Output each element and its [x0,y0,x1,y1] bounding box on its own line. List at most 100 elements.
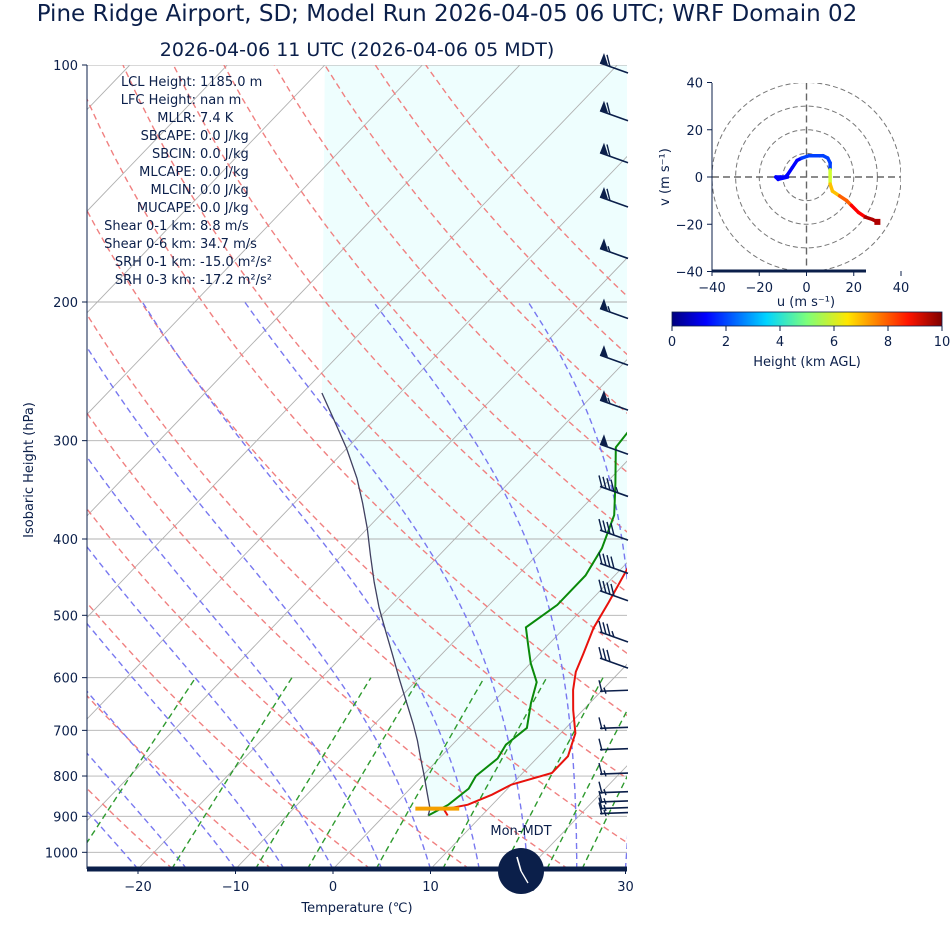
figure-title: Pine Ridge Airport, SD; Model Run 2026-0… [37,1,858,27]
wind-barb [598,620,629,643]
temperature-profile [442,567,627,817]
colorbar-tick-label: 6 [830,335,838,350]
index-label: MLCAPE: [139,165,196,180]
clock-minute-hand [520,870,529,884]
mixing-ratio-line [502,677,604,869]
isotherm-line [87,65,423,415]
isotherm-line [87,257,627,822]
skewt-y-tick-label: 100 [53,59,78,74]
wind-barb-flag [610,479,615,492]
wind-barb-half-flag [607,246,611,253]
skewt-y-tick-label: 200 [53,296,78,311]
wind-barb [598,518,629,541]
isotherm-line [87,65,131,111]
wind-barb-flag [606,188,611,202]
mixing-ratio-line [441,677,548,869]
wind-barb [598,738,629,751]
wind-barb-staff [599,747,629,751]
mixing-ratio-line [171,677,293,869]
wind-barb-flag [598,717,603,730]
wind-barb-flag [598,475,603,488]
wind-barb-flag [606,521,611,535]
index-value: 1185.0 m [200,75,262,90]
mixing-ratio-line [306,677,421,869]
index-value: 0.0 J/kg [200,165,249,180]
wind-barb-staff [599,151,629,164]
wind-barb [598,552,629,575]
hodograph-y-tick-label: 0 [695,171,703,186]
index-value: 0.0 J/kg [200,147,249,162]
index-label: SBCIN: [152,147,196,162]
wind-barb-pennant [600,298,608,311]
wind-barb-staff [599,62,629,74]
index-value: 7.4 K [200,111,234,126]
wind-barb-staff [599,247,629,260]
index-value: 0.0 J/kg [200,183,249,198]
clock-label: Mon-MDT [490,824,551,839]
hodograph-xlabel: u (m s⁻¹) [777,295,835,310]
index-label: Shear 0-6 km: [104,237,196,252]
index-label: SRH 0-1 km: [115,255,196,270]
wind-barb-half-flag [603,788,607,796]
moist-adiabat [87,752,188,869]
wind-barb [598,797,629,812]
index-label: MUCAPE: [137,201,196,216]
colorbar-tick-label: 10 [934,335,950,350]
index-label: SBCAPE: [141,129,196,144]
index-value: -15.0 m²/s² [200,255,272,270]
mixing-ratio-line [581,775,627,869]
index-label: Shear 0-1 km: [104,219,196,234]
moist-adiabat [87,455,383,869]
colorbar-tick-label: 0 [668,335,676,350]
colorbar-tick-label: 4 [776,335,784,350]
wind-barb-flag [598,790,603,804]
wind-barb-flag [598,620,603,634]
index-value: 0.0 J/kg [200,201,249,216]
index-value: 34.7 m/s [200,237,257,252]
hodograph-end-marker [874,218,881,225]
wind-barb-half-flag [603,804,607,812]
index-label: MLCIN: [151,183,196,198]
hodograph-y-tick-label: 40 [686,77,703,92]
wind-barb [598,579,629,602]
skewt-y-tick-label: 900 [53,810,78,825]
figure-subtitle: 2026-04-06 11 UTC (2026-04-06 05 MDT) [160,39,555,61]
isotherm-line [625,866,627,869]
dry-adiabat [87,97,627,717]
wind-barb-flag [598,797,603,810]
colorbar-tick-label: 2 [722,335,730,350]
skewt-y-tick-label: 700 [53,724,78,739]
wind-barb [598,646,629,669]
wind-barb-pennant [600,390,608,403]
wind-barb-pennant [600,238,608,251]
wind-barb-flag [602,648,607,661]
wind-barb-flag [598,762,603,776]
wind-barb [599,238,629,260]
hodograph-x-tick-label: 0 [802,281,810,296]
index-value: nan m [200,93,241,108]
skewt-y-tick-label: 300 [53,435,78,450]
wind-barb [598,781,629,796]
wind-barb-half-flag [603,809,607,817]
moist-adiabat [244,301,529,869]
wind-barb-flag [606,554,611,568]
wind-barb [599,298,629,320]
skewt-x-tick-label: −20 [124,880,151,895]
wind-barb-flag [606,582,611,595]
hodograph-y-tick-label: −40 [676,266,703,281]
wind-barb-pennant [600,345,608,358]
wind-barb-half-flag [615,486,619,494]
wind-barb [599,142,629,164]
wind-barb [598,790,629,805]
wind-barb-flag [602,622,607,635]
index-label: MLLR: [157,111,196,126]
index-value: 0.0 J/kg [200,129,249,144]
wind-barb-flag [606,623,611,636]
indices-text-block: LCL Height: 1185.0 m LFC Height: nan m MLLR:… [104,75,272,288]
hodograph-x-tick-label: −40 [698,281,725,296]
wind-barb-flag [610,523,615,536]
wind-barb-staff [599,657,629,669]
index-label: LFC Height: [121,93,196,108]
wind-barb-flag [598,646,603,660]
wind-barb-pennant [600,187,608,200]
